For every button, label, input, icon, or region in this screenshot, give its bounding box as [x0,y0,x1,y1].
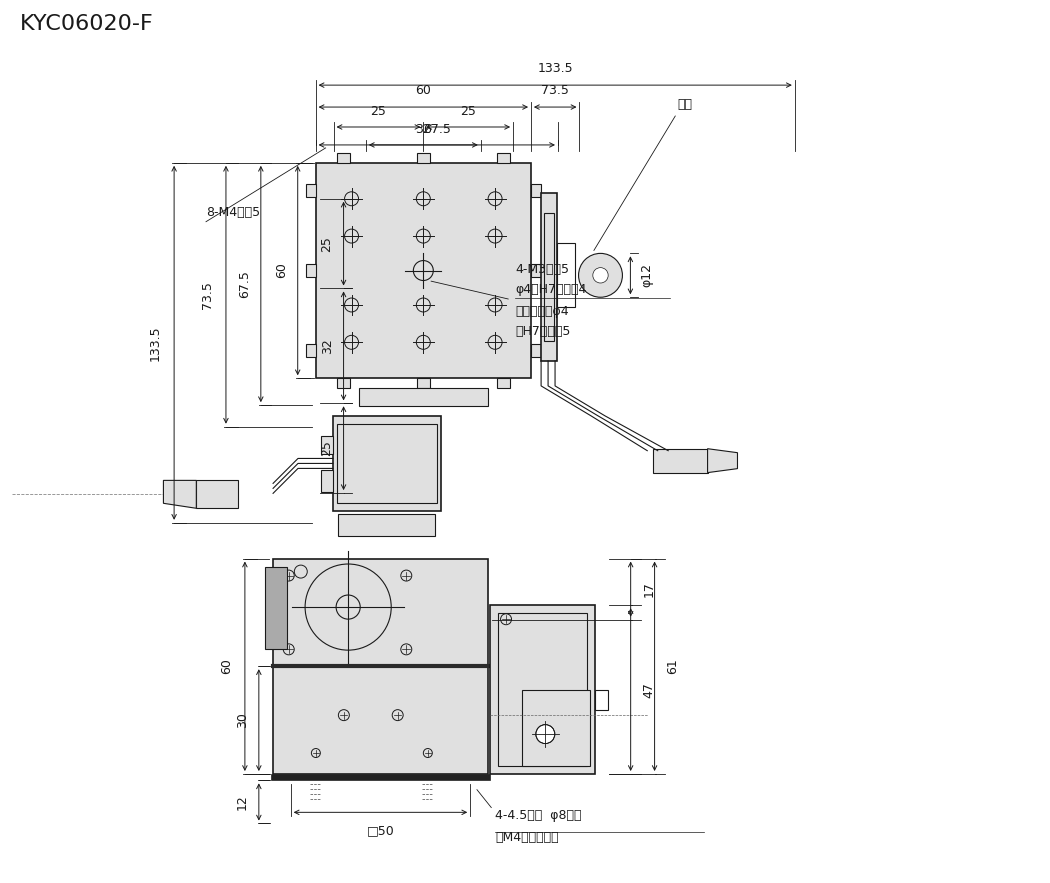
Text: 自反面開孔φ4: 自反面開孔φ4 [516,305,569,318]
Text: 25: 25 [320,441,334,457]
Bar [337,424,437,502]
Text: 60: 60 [416,84,432,97]
Text: 133.5: 133.5 [149,325,162,360]
Circle shape [536,725,554,743]
Text: φ4（H7）深剆4: φ4（H7）深剆4 [516,283,586,296]
Text: 67.5: 67.5 [423,123,450,136]
Bar [498,614,587,766]
Text: 旋鈕: 旋鈕 [677,98,692,111]
Text: 60: 60 [219,659,233,675]
Bar [338,514,435,536]
Text: 25: 25 [460,105,476,118]
Bar [321,436,333,454]
Bar [321,470,333,492]
Bar [359,389,488,406]
Text: 30: 30 [236,713,249,728]
Bar [417,153,429,162]
Text: 73.5: 73.5 [541,84,569,97]
Text: 32: 32 [416,123,432,136]
Bar [273,559,488,667]
Bar [306,185,316,197]
Bar [333,416,441,510]
Bar [417,378,429,389]
Bar [271,774,490,781]
Text: 133.5: 133.5 [538,62,573,75]
Bar [497,153,509,162]
Text: φ12: φ12 [640,263,653,287]
Bar [337,378,350,389]
Bar [265,567,287,649]
Text: KYC06020-F: KYC06020-F [20,14,153,34]
Bar [653,449,708,472]
Bar [531,185,541,197]
Polygon shape [164,480,196,509]
Text: 67.5: 67.5 [238,270,251,298]
Text: 4-M3深剆5: 4-M3深剆5 [516,263,569,275]
Bar [556,244,574,307]
Bar [490,605,594,774]
Text: （H7）深剆5: （H7）深剆5 [516,325,570,337]
Text: 61: 61 [667,659,679,674]
Text: 17: 17 [643,581,655,597]
Text: （M4用螺栓孔）: （M4用螺栓孔） [496,831,559,844]
Bar [531,264,541,277]
Bar [544,213,553,341]
Text: □50: □50 [366,825,395,837]
Bar [522,691,589,766]
Text: 25: 25 [320,236,334,252]
Text: 4-4.5通孔  φ8沈孔: 4-4.5通孔 φ8沈孔 [496,809,582,822]
Text: 60: 60 [275,262,288,278]
Text: 25: 25 [371,105,386,118]
Circle shape [593,268,608,283]
Bar [196,480,238,509]
Bar [497,378,509,389]
Bar [306,343,316,357]
Text: 8-M4深剆5: 8-M4深剆5 [206,206,260,219]
Bar [594,690,608,710]
Circle shape [579,253,623,298]
Text: 32: 32 [320,338,334,354]
Bar [337,153,350,162]
Bar [541,193,556,361]
Text: 47: 47 [643,682,655,698]
Text: 12: 12 [236,794,249,810]
Bar [316,162,531,378]
Bar [306,264,316,277]
Text: 73.5: 73.5 [201,281,214,309]
Bar [273,667,488,774]
Bar [531,343,541,357]
Polygon shape [708,449,737,472]
